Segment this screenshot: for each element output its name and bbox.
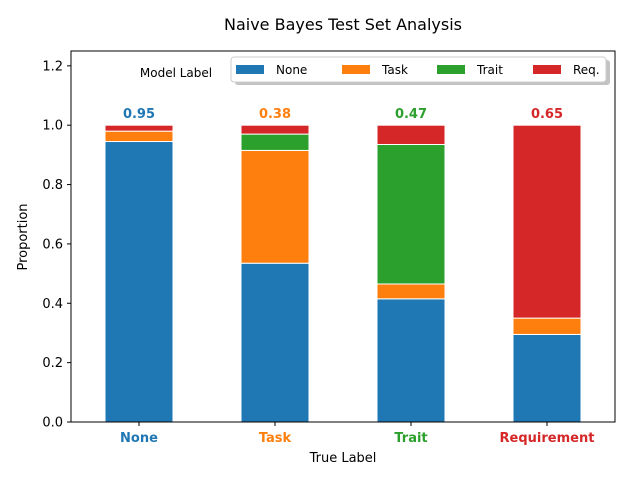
x-ticks-layer: None Task Trait Requirement [120, 422, 594, 446]
legend: None Task Trait Req. [230, 56, 610, 85]
x-axis-label: True Label [309, 451, 377, 466]
bar-segment-trait-none [376, 298, 446, 423]
y-tick-label: 0.0 [42, 416, 63, 431]
legend-swatch-none [236, 65, 264, 74]
bar-value-label: 0.47 [395, 107, 427, 122]
y-tick-label: 1.2 [42, 59, 63, 74]
bar-value-label: 0.38 [259, 107, 291, 122]
x-tick-label: Requirement [500, 431, 595, 446]
legend-label: None [276, 63, 307, 77]
bar-segment-none-req [104, 124, 174, 132]
bar-segment-requirement-req [512, 124, 582, 319]
bar-segment-task-none [240, 262, 310, 423]
bar-value-label: 0.65 [531, 107, 563, 122]
legend-title: Model Label [140, 66, 212, 80]
bar-segment-requirement-task [512, 317, 582, 335]
y-tick-label: 0.8 [42, 178, 63, 193]
bar-segment-task-trait [240, 133, 310, 151]
x-tick-label: None [120, 431, 158, 446]
bar-value-label: 0.95 [123, 107, 155, 122]
legend-swatch-task [342, 65, 370, 74]
bar-segment-none-task [104, 130, 174, 143]
bar-segment-trait-req [376, 124, 446, 145]
y-tick-label: 0.2 [42, 356, 63, 371]
bar-segment-task-req [240, 124, 310, 135]
legend-swatch-trait [437, 65, 465, 74]
y-tick-label: 1.0 [42, 119, 63, 134]
legend-label: Trait [476, 63, 503, 77]
y-tick-label: 0.4 [42, 297, 63, 312]
bar-labels-layer: 0.95 0.38 0.47 0.65 [123, 107, 563, 122]
bar-segment-none-none [104, 141, 174, 423]
chart-title: Naive Bayes Test Set Analysis [224, 15, 462, 34]
legend-label: Task [381, 63, 408, 77]
bar-segment-trait-task [376, 283, 446, 300]
legend-label: Req. [573, 63, 600, 77]
bar-segment-task-task [240, 149, 310, 264]
axes-layer [70, 50, 616, 423]
y-ticks-layer: 0.0 0.2 0.4 0.6 0.8 1.0 1.2 [42, 59, 71, 431]
bar-segment-trait-trait [376, 143, 446, 285]
legend-box [230, 56, 607, 83]
x-tick-label: Trait [394, 431, 427, 446]
legend-swatch-req [533, 65, 561, 74]
axes-frame [70, 50, 616, 423]
x-tick-label: Task [259, 431, 292, 446]
bar-segment-requirement-none [512, 333, 582, 423]
bars-layer [104, 124, 582, 423]
y-tick-label: 0.6 [42, 237, 63, 252]
y-axis-label: Proportion [16, 203, 31, 270]
